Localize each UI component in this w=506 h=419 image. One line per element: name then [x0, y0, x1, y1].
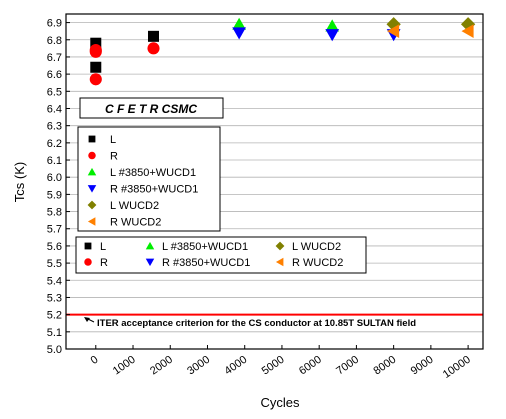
y-axis-title: Tcs (K) — [12, 162, 27, 202]
data-point — [461, 24, 474, 39]
legend-marker — [145, 241, 155, 250]
data-point — [147, 30, 159, 42]
legend-label: L WUCD2 — [292, 241, 341, 253]
y-tick-label: 5.6 — [47, 241, 62, 253]
x-tick-label: 6000 — [297, 354, 324, 378]
y-tick-label: 6.7 — [47, 52, 62, 64]
data-point — [325, 29, 340, 42]
x-tick-label: 10000 — [441, 354, 473, 381]
x-tick-label: 5000 — [260, 354, 287, 378]
y-axis: 5.0 5.1 5.2 5.3 5.4 5.5 5.6 5.7 5.8 5.9 6.0 6.1 6.2 6… — [47, 18, 70, 356]
x-tick-label: 0 — [89, 354, 101, 367]
data-point — [387, 24, 400, 39]
legend-marker — [145, 258, 155, 267]
legend-label: R WUCD2 — [110, 217, 161, 229]
data-point — [90, 61, 102, 73]
y-tick-label: 6.9 — [47, 18, 62, 30]
legend-label: R #3850+WUCD1 — [162, 257, 250, 269]
x-axis: 0 1000 2000 3000 4000 5000 6000 7000 8000 9000 100… — [89, 345, 473, 381]
legend-marker — [87, 217, 96, 226]
y-tick-label: 6.2 — [47, 138, 62, 150]
legend-label: R WUCD2 — [292, 257, 343, 269]
legend-marker — [87, 200, 97, 210]
legend-marker — [84, 258, 92, 266]
legend-label: L WUCD2 — [110, 200, 159, 212]
data-point — [325, 19, 340, 32]
x-tick-label: 1000 — [111, 354, 138, 378]
legend-2: LR L #3850+WUCD1 R #3850+WUCD1 L WUCD2 R WUC… — [75, 236, 367, 274]
x-tick-label: 2000 — [148, 354, 175, 378]
y-tick-label: 5.7 — [47, 224, 62, 236]
legend-1-frame — [77, 126, 221, 232]
y-tick-label: 5.4 — [47, 275, 62, 287]
data-point — [89, 73, 102, 86]
legend-marker — [275, 241, 285, 251]
x-tick-label: 9000 — [409, 354, 436, 378]
legend-marker — [88, 151, 96, 160]
chart-title: C F E T R CSMC — [105, 102, 197, 116]
annotation: ITER acceptance criterion for the CS con… — [84, 317, 416, 329]
legend-1: LR L #3850+WUCD1 R #3850+WUCD1 L WUCD2 R WUC… — [77, 126, 221, 232]
y-tick-label: 6.5 — [47, 86, 62, 98]
data-point — [232, 27, 247, 40]
y-tick-label: 5.2 — [47, 310, 62, 322]
legend-marker — [87, 185, 97, 193]
legend-label: L #3850+WUCD1 — [110, 167, 196, 179]
legend-label: L — [100, 241, 106, 253]
legend-marker — [84, 242, 92, 250]
data-points — [89, 17, 476, 86]
y-tick-label: 6.4 — [47, 103, 62, 115]
x-tick-label: 7000 — [334, 354, 361, 378]
data-point — [90, 37, 102, 49]
legend-label: L — [110, 134, 116, 146]
legend-label: R — [100, 257, 108, 269]
legend-marker — [275, 257, 284, 267]
y-tick-label: 5.1 — [47, 327, 62, 339]
chart-title-box: C F E T R CSMC — [79, 97, 224, 119]
y-tick-label: 6.6 — [47, 69, 62, 81]
y-tick-label: 5.8 — [47, 207, 62, 219]
y-tick-label: 5.5 — [47, 258, 62, 270]
legend-label: R — [110, 151, 118, 163]
x-tick-label: 8000 — [371, 354, 398, 378]
plot-frame — [65, 13, 484, 350]
legend-2-frame — [75, 236, 367, 274]
x-axis-title: Cycles — [260, 395, 300, 410]
y-tick-label: 6.1 — [47, 155, 62, 167]
annotation-text: ITER acceptance criterion for the CS con… — [97, 318, 416, 329]
legend-marker — [87, 167, 97, 176]
y-tick-label: 6.8 — [47, 35, 62, 47]
legend-marker — [88, 135, 96, 143]
x-tick-label: 3000 — [185, 354, 212, 378]
legend-label: R #3850+WUCD1 — [110, 184, 198, 196]
y-tick-label: 5.3 — [47, 292, 62, 304]
x-tick-label: 4000 — [222, 354, 249, 378]
y-tick-label: 5.9 — [47, 189, 62, 201]
y-tick-label: 6.0 — [47, 172, 62, 184]
data-point — [147, 42, 160, 55]
data-point — [232, 17, 247, 30]
y-tick-label: 5.0 — [47, 344, 62, 356]
y-tick-label: 6.3 — [47, 121, 62, 133]
data-point — [89, 45, 102, 58]
legend-label: L #3850+WUCD1 — [162, 241, 248, 253]
